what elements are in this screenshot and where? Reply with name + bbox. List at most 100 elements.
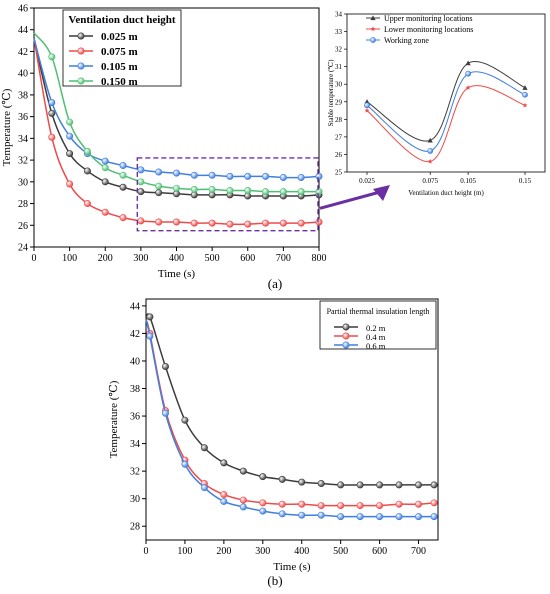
chart-a-main: 0 100 200 300 400 500 600 700 800 24 26 28 30 32 34 36 3… <box>1 4 327 281</box>
data-point <box>244 172 252 180</box>
callout-arrow-head <box>373 185 390 201</box>
data-point <box>137 166 145 174</box>
data-point <box>297 173 305 181</box>
dashed-highlight-callout <box>136 157 390 232</box>
inset-data-point <box>465 85 471 90</box>
data-point <box>173 184 181 192</box>
inset-data-point <box>427 137 433 143</box>
data-point <box>155 189 163 197</box>
data-point <box>48 133 56 141</box>
legend-title: Ventilation duct height <box>68 14 176 26</box>
x-tick-label: 100 <box>62 253 77 264</box>
inset-y-tick-label: 30 <box>335 81 343 89</box>
data-point <box>101 208 109 216</box>
inset-data-point <box>522 102 528 108</box>
inset-data-point <box>427 148 434 154</box>
data-point <box>173 169 181 177</box>
y-tick-label: 38 <box>18 90 28 101</box>
data-point <box>190 171 198 179</box>
data-point <box>155 168 163 176</box>
data-point <box>161 362 169 370</box>
inset-data-point <box>427 158 433 164</box>
inset-series-line <box>366 85 526 162</box>
x-tick-label: 800 <box>312 253 327 264</box>
data-point <box>83 200 91 208</box>
data-point <box>208 219 216 227</box>
data-point <box>262 219 270 227</box>
data-point <box>119 214 127 222</box>
data-point <box>181 460 189 468</box>
data-point <box>315 172 323 180</box>
data-point <box>146 313 154 321</box>
data-point <box>317 502 325 510</box>
x-axis-label: Time (s) <box>158 268 196 280</box>
inset-y-tick-label: 32 <box>335 46 343 54</box>
data-point <box>83 147 91 155</box>
data-point <box>200 444 208 452</box>
data-point <box>279 219 287 227</box>
data-point <box>66 132 74 140</box>
legend-swatch-marker <box>77 47 85 55</box>
panel-label-b: (b) <box>267 573 282 588</box>
legend-entry: 0.105 m <box>101 61 138 73</box>
data-point <box>376 502 384 510</box>
legend-swatch-marker <box>77 77 85 85</box>
data-point <box>395 500 403 508</box>
data-point <box>395 481 403 489</box>
y-tick-label: 34 <box>130 439 140 450</box>
y-tick-label: 44 <box>130 301 140 312</box>
data-point <box>430 499 438 507</box>
inset-y-tick-label: 33 <box>335 28 343 36</box>
data-point <box>337 513 345 521</box>
dashed-highlight-box <box>136 157 319 232</box>
data-point <box>244 220 252 228</box>
data-point <box>430 481 438 489</box>
data-point <box>119 183 127 191</box>
legend-entry: 0.025 m <box>101 31 138 43</box>
data-point <box>220 459 228 467</box>
legend-swatch-marker <box>342 323 350 331</box>
inset-data-point <box>364 102 370 109</box>
inset-x-tick-label: 0.15 <box>519 177 532 185</box>
chart-b: 0 100 200 300 400 500 600 700 28 30 32 34 36 38 40 42 44… <box>108 298 439 573</box>
x-tick-label: 500 <box>333 546 348 557</box>
inset-legend-marker <box>370 15 376 21</box>
data-point <box>298 478 306 486</box>
data-point <box>376 481 384 489</box>
data-point <box>315 188 323 196</box>
legend-box <box>319 300 437 350</box>
y-axis-label: Temperature (℃) <box>108 380 120 458</box>
data-point <box>101 164 109 172</box>
legend-entry: 0.075 m <box>101 46 138 58</box>
inset-y-axis-label: Stable temperature (℃) <box>327 59 335 127</box>
legend-entry: 0.2 m <box>366 323 386 333</box>
data-point <box>415 500 423 508</box>
x-tick-label: 500 <box>205 253 220 264</box>
y-tick-label: 32 <box>18 156 28 167</box>
data-point <box>244 187 252 195</box>
data-point <box>262 172 270 180</box>
data-point <box>262 188 270 196</box>
data-point <box>226 220 234 228</box>
data-point <box>376 513 384 521</box>
data-point <box>190 185 198 193</box>
legend-swatch-marker <box>77 32 85 40</box>
y-tick-label: 44 <box>18 25 28 36</box>
plot-frame <box>145 298 439 541</box>
y-tick-label: 46 <box>18 4 28 15</box>
inset-data-point <box>522 85 528 90</box>
inset-x-tick-label: 0.105 <box>460 177 476 185</box>
data-point <box>208 185 216 193</box>
x-tick-label: 0 <box>32 253 37 264</box>
data-point <box>356 481 364 489</box>
legend-entry: 0.4 m <box>366 332 386 342</box>
data-point <box>259 473 267 481</box>
data-point <box>395 513 403 521</box>
y-tick-label: 42 <box>18 47 28 58</box>
y-tick-label: 30 <box>130 494 140 505</box>
data-point <box>356 513 364 521</box>
data-point <box>155 182 163 190</box>
inset-y-tick-label: 27 <box>335 133 343 141</box>
data-point <box>146 332 154 340</box>
